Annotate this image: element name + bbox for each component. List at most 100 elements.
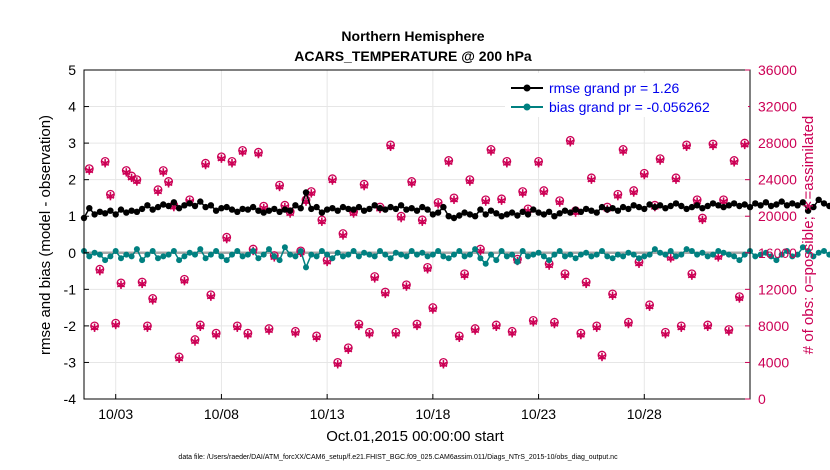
rmse-point — [133, 208, 141, 215]
obs-assimilated-point — [116, 280, 126, 289]
rmse-point — [493, 210, 500, 217]
rmse-point — [736, 202, 743, 210]
rmse-point — [387, 203, 394, 211]
rmse-point — [419, 203, 426, 211]
obs-assimilated-point — [471, 326, 480, 335]
y-left-tick-label: 0 — [68, 245, 76, 261]
bias-point — [784, 248, 790, 254]
y-axis-left-ticks: -4 -3 -2 -1 0 1 2 3 4 5 — [64, 62, 89, 407]
bias-point — [392, 249, 399, 256]
bias-point — [535, 249, 542, 256]
chart-title-line1: Northern Hemisphere — [341, 28, 484, 44]
bias-point — [361, 249, 368, 256]
rmse-point — [286, 207, 294, 214]
rmse-point — [730, 200, 738, 207]
rmse-point — [382, 206, 389, 213]
rmse-point — [434, 209, 442, 216]
rmse-point — [614, 207, 622, 214]
obs-assimilated-point — [555, 198, 564, 207]
bias-point — [551, 251, 558, 258]
rmse-point — [223, 203, 230, 211]
rmse-point — [170, 199, 178, 206]
rmse-point — [165, 202, 172, 210]
bias-point — [297, 248, 304, 254]
rmse-point — [789, 200, 796, 207]
obs-assimilated-point — [661, 329, 670, 339]
bias-point — [234, 248, 241, 254]
obs-assimilated-point — [217, 154, 226, 163]
grid — [84, 70, 750, 399]
rmse-point — [508, 209, 516, 216]
obs-assimilated-point — [95, 266, 104, 276]
rmse-point — [804, 207, 812, 214]
rmse-point — [767, 202, 775, 210]
bias-point — [128, 253, 135, 260]
bias-point — [165, 251, 172, 258]
rmse-point — [514, 212, 521, 219]
rmse-point — [604, 206, 611, 213]
bias-point — [170, 248, 177, 254]
legend-rmse-marker — [523, 84, 531, 92]
bias-point — [673, 253, 679, 260]
obs-assimilated-point — [449, 195, 459, 204]
rmse-point — [588, 207, 595, 214]
footer-data-file: data file: /Users/raeder/DAI/ATM_forcXX/… — [178, 454, 618, 461]
obs-assimilated-point — [539, 188, 548, 197]
bias-point — [202, 255, 209, 262]
bias-point — [303, 264, 309, 271]
bias-point — [488, 251, 494, 258]
x-tick-label: 10/18 — [415, 406, 450, 422]
obs-assimilated-point — [323, 257, 332, 267]
rmse-point — [450, 214, 458, 222]
bias-point — [424, 253, 431, 260]
obs-assimilated-point — [592, 323, 601, 332]
bias-point — [408, 248, 415, 254]
rmse-point — [794, 202, 801, 209]
rmse-point — [424, 206, 431, 213]
bias-point — [435, 248, 442, 254]
rmse-point — [329, 205, 336, 212]
obs-assimilated-point — [101, 159, 110, 168]
bias-point — [651, 246, 658, 253]
bias-point — [371, 253, 378, 260]
rmse-point — [186, 200, 193, 207]
obs-assimilated-point — [714, 253, 723, 262]
rmse-point — [709, 200, 717, 207]
bias-point — [546, 257, 553, 264]
rmse-point — [683, 205, 690, 213]
rmse-point — [197, 198, 204, 205]
rmse-point — [826, 202, 830, 210]
bias-point — [456, 248, 463, 254]
rmse-point — [519, 208, 526, 215]
obs-assimilated-point — [497, 196, 506, 205]
rmse-point — [656, 202, 664, 209]
bias-point — [239, 253, 246, 260]
obs-assimilated-point — [613, 191, 622, 201]
bias-point — [123, 251, 130, 258]
rmse-point — [366, 205, 373, 213]
obs-assimilated-point — [143, 323, 152, 332]
rmse-point — [212, 207, 220, 214]
obs-assimilated-point — [640, 170, 649, 180]
rmse-point — [376, 205, 384, 212]
bias-point — [398, 251, 405, 258]
rmse-point — [678, 202, 685, 210]
obs-assimilated-point — [328, 176, 337, 185]
rmse-point — [323, 206, 331, 213]
rmse-point — [593, 209, 600, 216]
y-left-tick-label: -4 — [64, 391, 77, 407]
bias-point — [472, 246, 479, 253]
y-right-tick-label: 20000 — [758, 208, 797, 224]
rmse-point — [175, 205, 183, 212]
legend-box — [505, 73, 748, 117]
rmse-point — [281, 206, 289, 213]
obs-assimilated-point — [724, 327, 733, 336]
rmse-point — [561, 207, 569, 214]
obs-assimilated-point — [418, 217, 427, 226]
y-right-tick-label: 28000 — [758, 135, 797, 151]
obs-assimilated-point — [486, 147, 496, 156]
obs-assimilated-point — [682, 142, 691, 151]
bias-point — [382, 251, 389, 258]
obs-assimilated-point — [148, 296, 157, 305]
bias-point — [599, 248, 605, 254]
